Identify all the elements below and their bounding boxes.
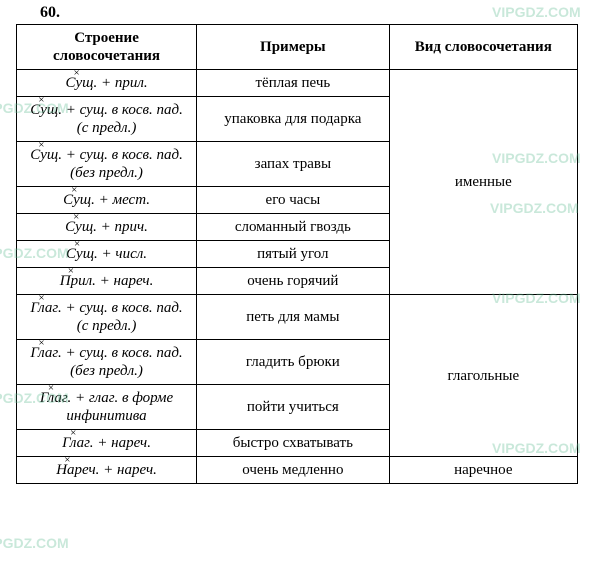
example-cell: очень медленно	[197, 457, 390, 484]
table-header-row: Строение словосочетания Примеры Вид слов…	[17, 25, 578, 70]
table-row: Глаг.× + сущ. в косв. пад. (с предл.)пет…	[17, 295, 578, 340]
exercise-number: 60.	[40, 4, 60, 22]
example-cell: сломанный гвоздь	[197, 214, 390, 241]
structure-cell: Нареч.× + нареч.	[17, 457, 197, 484]
structure-cell: Глаг.× + нареч.	[17, 430, 197, 457]
example-cell: тёплая печь	[197, 70, 390, 97]
example-cell: упаковка для подарка	[197, 97, 390, 142]
example-cell: пойти учиться	[197, 385, 390, 430]
structure-cell: Сущ.× + числ.	[17, 241, 197, 268]
structure-cell: Прил.× + нареч.	[17, 268, 197, 295]
example-cell: пятый угол	[197, 241, 390, 268]
structure-cell: Сущ.× + сущ. в косв. пад. (без предл.)	[17, 142, 197, 187]
example-cell: быстро схватывать	[197, 430, 390, 457]
watermark: VIPGDZ.COM	[0, 535, 69, 551]
header-examples: Примеры	[197, 25, 390, 70]
type-cell: наречное	[389, 457, 577, 484]
structure-cell: Глаг.× + сущ. в косв. пад. (без предл.)	[17, 340, 197, 385]
example-cell: его часы	[197, 187, 390, 214]
structure-cell: Сущ.× + мест.	[17, 187, 197, 214]
structure-cell: Сущ.× + прич.	[17, 214, 197, 241]
type-cell: именные	[389, 70, 577, 295]
example-cell: петь для мамы	[197, 295, 390, 340]
phrase-table: Строение словосочетания Примеры Вид слов…	[16, 24, 578, 484]
structure-cell: Глаг.× + глаг. в форме инфинитива	[17, 385, 197, 430]
table-row: Сущ.× + прил.тёплая печьименные	[17, 70, 578, 97]
header-type: Вид словосочетания	[389, 25, 577, 70]
structure-cell: Сущ.× + прил.	[17, 70, 197, 97]
structure-cell: Сущ.× + сущ. в косв. пад. (с предл.)	[17, 97, 197, 142]
structure-cell: Глаг.× + сущ. в косв. пад. (с предл.)	[17, 295, 197, 340]
type-cell: глагольные	[389, 295, 577, 457]
example-cell: запах травы	[197, 142, 390, 187]
table-row: Нареч.× + нареч.очень медленнонаречное	[17, 457, 578, 484]
watermark: VIPGDZ.COM	[492, 4, 581, 20]
example-cell: гладить брюки	[197, 340, 390, 385]
header-structure: Строение словосочетания	[17, 25, 197, 70]
example-cell: очень горячий	[197, 268, 390, 295]
